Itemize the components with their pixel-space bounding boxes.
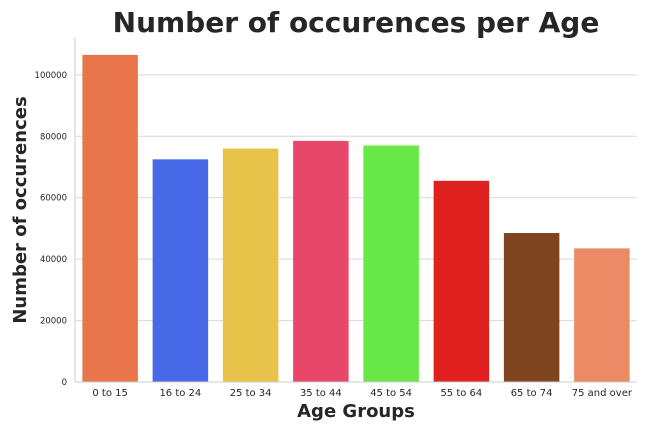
- y-tick-label: 0: [62, 378, 67, 388]
- x-tick-labels: 0 to 15 16 to 24 25 to 34 35 to 44 45 to 54 5…: [92, 388, 632, 399]
- y-axis-title: Number of occurences: [10, 96, 31, 323]
- bar-25-to-34: [222, 148, 279, 382]
- y-tick-label: 100000: [35, 71, 67, 81]
- x-tick-label: 45 to 54: [370, 388, 412, 399]
- y-tick-label: 40000: [40, 255, 67, 265]
- bar-16-to-24: [152, 159, 209, 382]
- x-tick-label: 55 to 64: [440, 388, 482, 399]
- y-tick-labels: 0 20000 40000 60000 80000 100000: [35, 71, 67, 388]
- bar-55-to-64: [433, 180, 490, 382]
- x-tick-label: 35 to 44: [300, 388, 342, 399]
- y-tick-label: 20000: [40, 317, 67, 327]
- bar-75-and-over: [574, 248, 630, 382]
- chart-title: Number of occurences per Age: [113, 6, 600, 39]
- y-tick-label: 80000: [40, 132, 67, 142]
- x-tick-label: 75 and over: [572, 388, 633, 399]
- x-tick-label: 65 to 74: [511, 388, 553, 399]
- x-tick-label: 25 to 34: [230, 388, 272, 399]
- x-tick-label: 0 to 15: [92, 388, 127, 399]
- bar-35-to-44: [293, 140, 349, 382]
- bar-45-to-54: [363, 145, 419, 382]
- bar-0-to-15: [82, 54, 138, 383]
- bar-65-to-74: [503, 233, 560, 382]
- x-axis-title: Age Groups: [297, 401, 415, 422]
- y-tick-label: 60000: [40, 194, 67, 204]
- x-tick-label: 16 to 24: [159, 388, 201, 399]
- bars: [82, 54, 630, 383]
